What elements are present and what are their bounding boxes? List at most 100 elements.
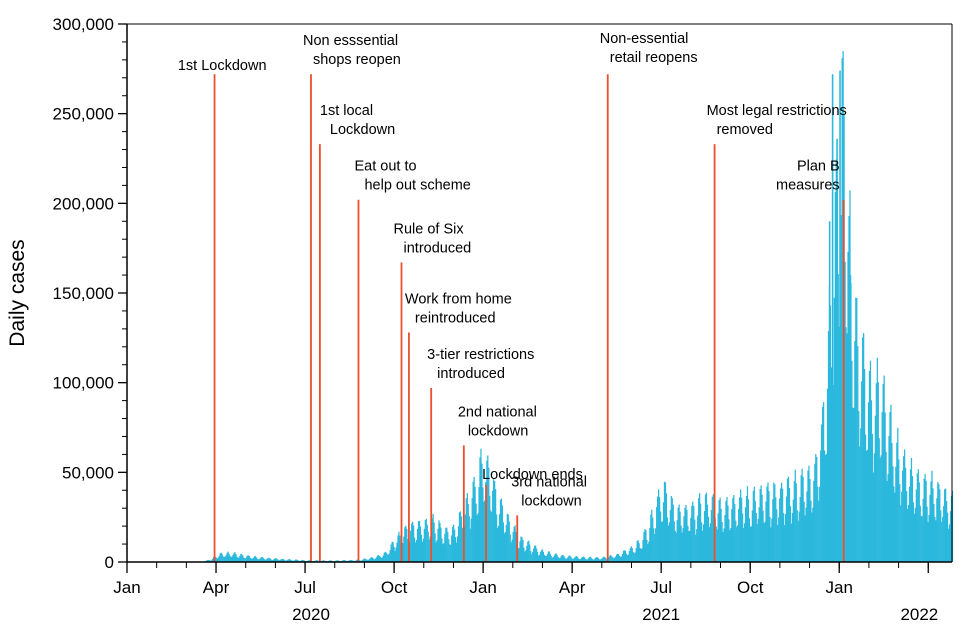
case-bar <box>811 512 813 562</box>
case-bar <box>874 415 876 562</box>
case-bar <box>889 411 891 562</box>
case-bar <box>622 550 625 562</box>
case-bar <box>559 558 561 562</box>
case-bar <box>927 522 929 562</box>
case-bar <box>350 559 352 562</box>
case-bar <box>442 544 444 562</box>
case-bar <box>753 486 755 562</box>
case-bar <box>494 489 497 562</box>
case-bar <box>812 507 814 562</box>
y-tick-label: 100,000 <box>53 374 114 393</box>
case-bar <box>488 467 490 562</box>
case-bar <box>642 539 644 562</box>
case-bar <box>423 528 425 562</box>
case-bar <box>854 341 856 562</box>
case-bar <box>910 457 913 562</box>
case-bar <box>221 554 223 562</box>
case-bar <box>721 521 723 562</box>
case-bar <box>282 558 284 562</box>
case-bar <box>890 404 892 562</box>
case-bar <box>829 305 832 562</box>
case-bar <box>818 500 820 562</box>
case-bar <box>882 383 884 562</box>
case-bar <box>901 491 903 562</box>
case-bar <box>578 559 581 562</box>
case-bar <box>742 527 745 562</box>
case-bar <box>443 543 445 562</box>
case-bar <box>371 557 373 562</box>
case-bar <box>934 517 936 562</box>
case-bar <box>660 521 663 562</box>
case-bar <box>471 498 473 562</box>
case-bar <box>475 503 477 562</box>
case-bar <box>420 534 423 562</box>
case-bar <box>541 549 544 562</box>
case-bar <box>576 556 578 562</box>
case-bar <box>840 215 842 562</box>
case-bar <box>575 556 577 562</box>
case-bar <box>599 559 601 562</box>
case-bar <box>539 551 542 562</box>
case-bar <box>654 534 656 562</box>
x-tick-label: Jan <box>826 578 853 597</box>
case-bar <box>490 510 492 562</box>
case-bar <box>768 491 770 562</box>
case-bar <box>691 505 693 562</box>
case-bar <box>544 555 547 562</box>
case-bar <box>208 560 211 562</box>
case-bar <box>276 558 278 562</box>
case-bar <box>942 516 944 562</box>
case-bar <box>515 531 517 562</box>
case-bar <box>723 528 725 562</box>
case-bar <box>261 557 263 562</box>
case-bar <box>706 504 709 562</box>
case-bar <box>509 534 511 562</box>
case-bar <box>719 497 721 562</box>
case-bar <box>538 554 541 562</box>
case-bar <box>207 560 209 562</box>
case-bar <box>798 511 800 562</box>
case-bar <box>662 502 665 562</box>
case-bar <box>640 549 642 562</box>
case-bar <box>244 558 246 562</box>
case-bar <box>639 547 641 562</box>
case-bar <box>545 555 547 562</box>
case-bar <box>542 551 545 562</box>
case-bar <box>380 557 383 562</box>
case-bar <box>805 507 807 562</box>
y-ticks: 0 50,000 100,000 150,000 200,000 250,000 300,0… <box>53 15 127 572</box>
case-bar <box>764 521 766 562</box>
case-bar <box>781 482 783 562</box>
case-bar <box>258 559 260 562</box>
case-bar <box>917 469 919 562</box>
case-bar <box>754 500 756 562</box>
case-bar <box>242 555 244 562</box>
case-bar <box>498 514 501 562</box>
case-bar <box>561 555 563 562</box>
case-bar <box>450 544 452 562</box>
case-bar <box>771 518 773 562</box>
case-bar <box>499 499 502 562</box>
case-bar <box>737 525 739 562</box>
case-bar <box>513 526 515 562</box>
case-bar <box>477 513 479 562</box>
case-bar <box>206 560 208 562</box>
event-label: Eat out to <box>354 159 416 175</box>
case-bar <box>362 559 364 562</box>
case-bar <box>834 191 836 562</box>
case-bar <box>924 473 926 562</box>
case-bar <box>826 388 829 562</box>
case-bar <box>227 551 229 562</box>
case-bar <box>427 531 429 562</box>
event-label: shops reopen <box>313 52 401 68</box>
case-bar <box>495 514 498 562</box>
event-label: lockdown <box>468 423 528 439</box>
case-bar <box>689 530 691 562</box>
event-label: 2nd national <box>458 404 537 420</box>
case-bar <box>374 558 377 562</box>
case-bar <box>648 541 650 562</box>
case-bar <box>679 511 681 562</box>
case-bar <box>300 560 302 562</box>
case-bar <box>859 446 861 562</box>
